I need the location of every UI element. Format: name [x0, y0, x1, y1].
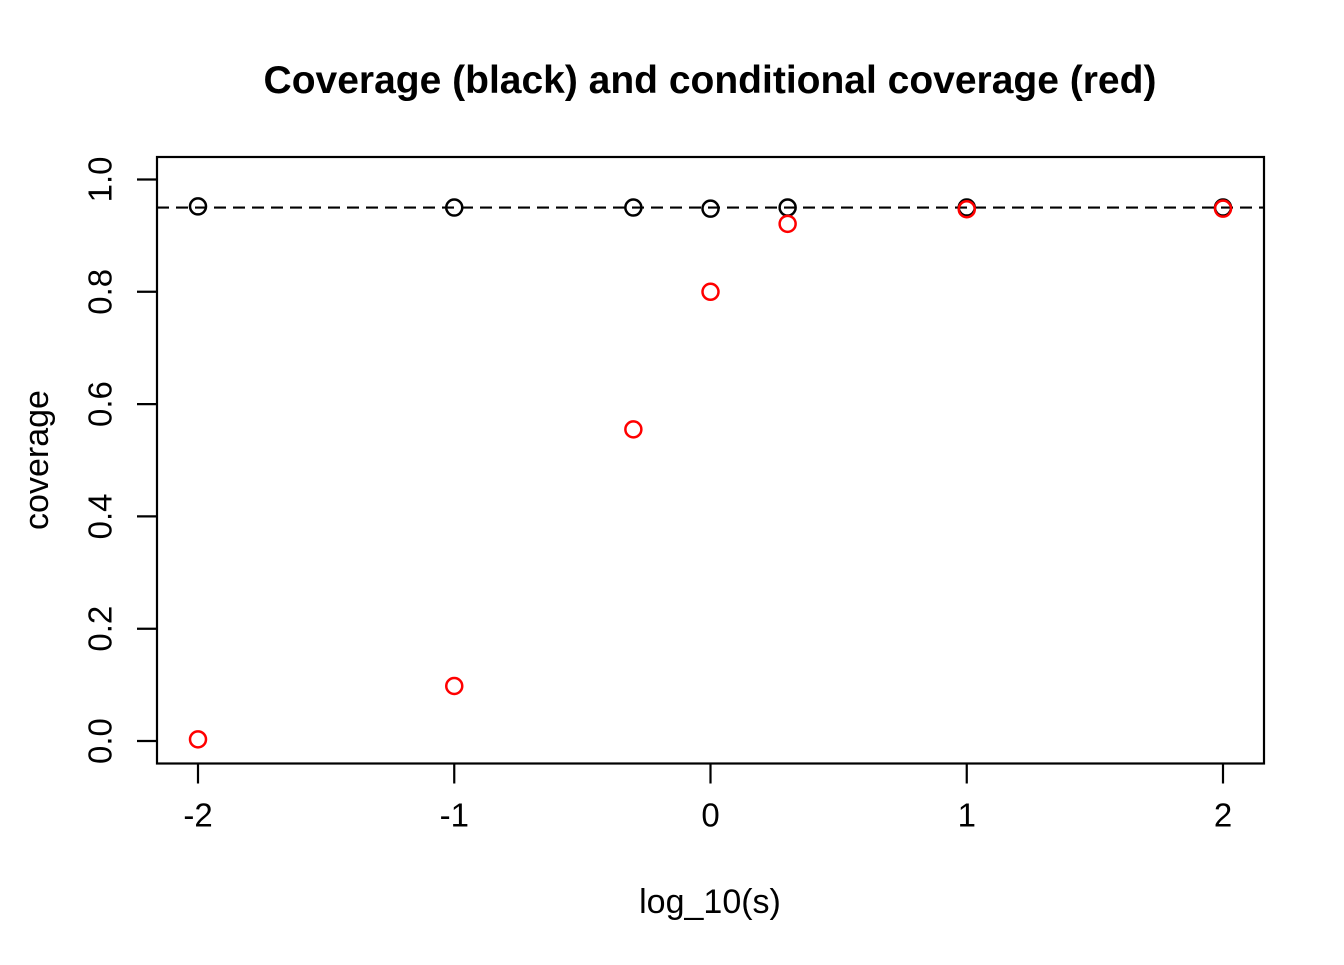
y-tick-label: 0.6 — [82, 381, 119, 427]
data-point-coverage — [701, 199, 720, 218]
data-point-conditional-coverage — [701, 282, 720, 302]
x-axis-label: log_10(s) — [639, 883, 781, 921]
plot-border — [155, 155, 1266, 765]
data-point-conditional-coverage — [1213, 199, 1233, 218]
data-point-coverage — [445, 198, 464, 217]
y-tick-label: 0.4 — [82, 493, 119, 539]
data-point-coverage — [188, 197, 208, 216]
x-tick-label: 2 — [1214, 797, 1232, 834]
data-point-conditional-coverage — [188, 730, 208, 749]
data-point-conditional-coverage — [778, 214, 797, 234]
plot-area: 0.0 0.2 0.4 0.6 0.8 1.0 -2 -1 0 1 2 — [82, 155, 1266, 834]
chart-title: Coverage (black) and conditional coverag… — [264, 59, 1157, 102]
y-tick-label: 0.8 — [82, 269, 119, 315]
y-tick-label: 0.2 — [82, 606, 119, 652]
data-point-conditional-coverage — [624, 420, 643, 439]
data-point-conditional-coverage — [445, 676, 464, 696]
x-tick-label: -2 — [183, 797, 212, 834]
data-point-coverage — [624, 198, 643, 217]
x-tick-label: 0 — [701, 797, 719, 834]
x-tick-label: 1 — [958, 797, 976, 834]
y-tick-label: 0.0 — [82, 718, 119, 764]
data-point-conditional-coverage — [957, 199, 976, 219]
y-tick-label: 1.0 — [82, 157, 119, 203]
y-axis-label: coverage — [18, 390, 56, 530]
x-tick-label: -1 — [440, 797, 469, 834]
